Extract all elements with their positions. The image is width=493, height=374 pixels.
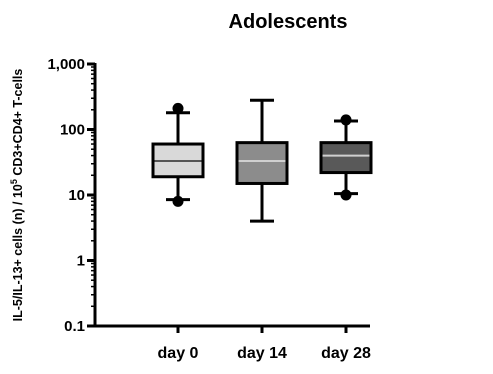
x-category-label: day 0 (158, 345, 199, 362)
x-axis-ticks: day 0 day 14 day 28 (158, 326, 371, 362)
y-tick-label: 0.1 (64, 318, 85, 335)
y-axis-label-superscript: 5 (9, 179, 19, 184)
chart-title: Adolescents (229, 11, 348, 33)
y-axis-ticks: 0.1 1 10 100 1,000 (47, 56, 95, 335)
box-day-28 (319, 114, 373, 201)
outlier-point (172, 102, 184, 114)
x-category-label: day 28 (321, 345, 371, 362)
y-tick-label: 1 (77, 253, 85, 270)
y-axis-label-suffix: CD3+CD4+ T-cells (11, 69, 25, 180)
outlier-point (340, 114, 352, 126)
y-tick-label: 1,000 (47, 56, 85, 73)
y-tick-label: 100 (60, 122, 85, 139)
outlier-point (172, 195, 184, 207)
interquartile-box (235, 141, 289, 185)
outlier-point (340, 189, 352, 201)
y-axis-label: IL-5/IL-13+ cells (n) / 105 CD3+CD4+ T-c… (9, 69, 25, 322)
x-category-label: day 14 (237, 345, 287, 362)
y-tick-label: 10 (68, 187, 85, 204)
box-series (151, 98, 373, 223)
interquartile-box (319, 141, 373, 175)
box-day-14 (235, 98, 289, 223)
box-day-0 (151, 102, 205, 207)
y-axis-label-prefix: IL-5/IL-13+ cells (n) / 10 (11, 184, 25, 321)
